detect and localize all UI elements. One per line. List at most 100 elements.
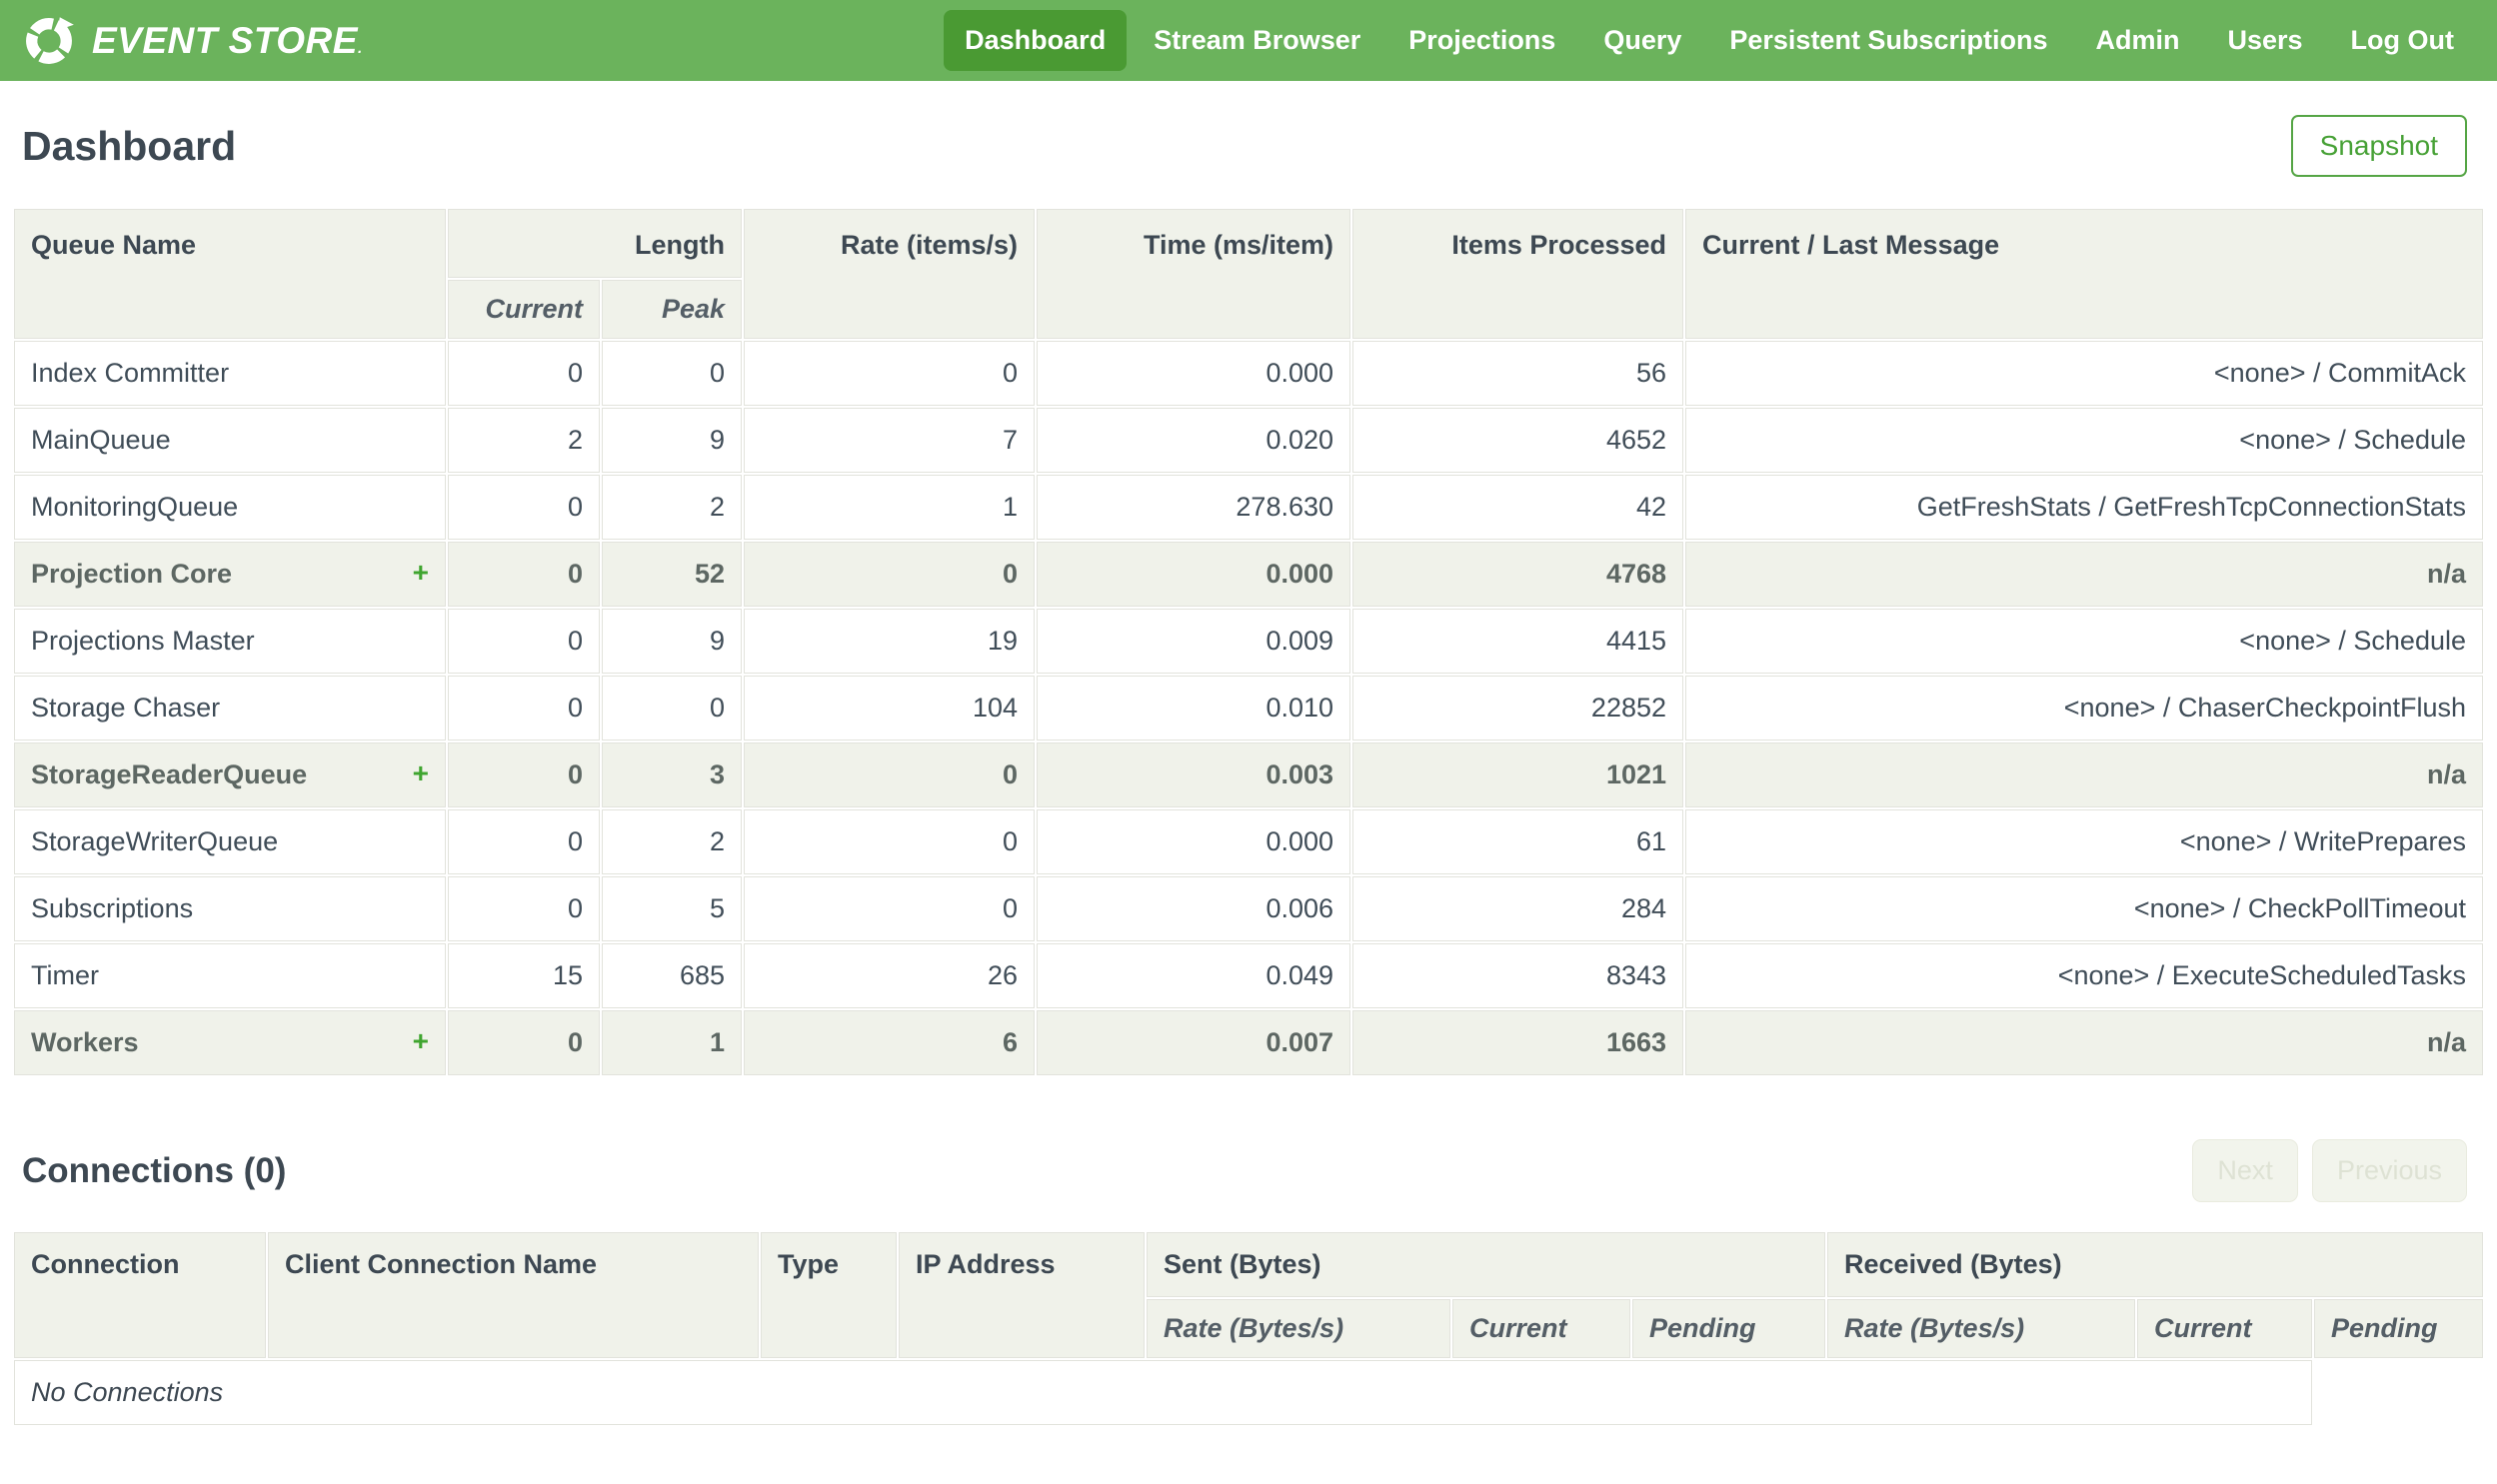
queue-name-cell: Projections Master (14, 609, 446, 674)
current-length-cell: 0 (448, 542, 600, 607)
time-cell: 0.010 (1037, 676, 1351, 741)
col-header-sent: Sent (Bytes) (1147, 1232, 1826, 1297)
message-cell: <none> / CommitAck (1685, 341, 2483, 406)
col-header-type: Type (761, 1232, 897, 1358)
col-header-queue-name: Queue Name (14, 209, 446, 339)
rate-cell: 19 (744, 609, 1036, 674)
queue-name-cell: Storage Chaser (14, 676, 446, 741)
no-connections-message: No Connections (14, 1360, 2313, 1425)
queue-name-cell: StorageReaderQueue + (14, 742, 446, 807)
peak-length-cell: 0 (602, 676, 743, 741)
expand-icon[interactable]: + (412, 557, 429, 588)
nav-item-projections[interactable]: Projections (1408, 25, 1556, 55)
queue-row: Projection Core +0 52 0 0.000 4768 n/a (14, 542, 2483, 607)
rate-cell: 0 (744, 876, 1036, 941)
message-cell: n/a (1685, 742, 2483, 807)
rate-cell: 0 (744, 809, 1036, 874)
current-length-cell: 2 (448, 408, 600, 473)
queue-name-label: Workers (31, 1027, 139, 1057)
time-cell: 278.630 (1037, 475, 1351, 540)
top-navbar: EVENT STORE. Dashboard Stream Browser Proj… (0, 0, 2497, 81)
items-processed-cell: 284 (1352, 876, 1684, 941)
current-length-cell: 0 (448, 742, 600, 807)
time-cell: 0.003 (1037, 742, 1351, 807)
nav-item-admin[interactable]: Admin (2095, 25, 2180, 55)
no-connections-row: No Connections (14, 1360, 2483, 1425)
queue-name-label: StorageWriterQueue (31, 826, 279, 856)
queue-name-cell: MonitoringQueue (14, 475, 446, 540)
nav-item-users[interactable]: Users (2227, 25, 2303, 55)
queue-name-cell: StorageWriterQueue (14, 809, 446, 874)
snapshot-button[interactable]: Snapshot (2290, 115, 2467, 177)
col-header-received-pending: Pending (2314, 1299, 2483, 1358)
queue-row: Workers +0 1 6 0.007 1663 n/a (14, 1010, 2483, 1075)
current-length-cell: 0 (448, 1010, 600, 1075)
rate-cell: 26 (744, 943, 1036, 1008)
rate-cell: 0 (744, 542, 1036, 607)
col-header-client-name: Client Connection Name (268, 1232, 759, 1358)
time-cell: 0.009 (1037, 609, 1351, 674)
queue-row: StorageReaderQueue +0 3 0 0.003 1021 n/a (14, 742, 2483, 807)
peak-length-cell: 2 (602, 809, 743, 874)
col-header-length: Length (448, 209, 743, 278)
rate-cell: 7 (744, 408, 1036, 473)
queue-row: MainQueue 2 9 7 0.020 4652 <none> / Schedule (14, 408, 2483, 473)
time-cell: 0.007 (1037, 1010, 1351, 1075)
items-processed-cell: 1021 (1352, 742, 1684, 807)
nav-item-persistent-subscriptions[interactable]: Persistent Subscriptions (1729, 25, 2048, 55)
queue-name-label: Index Committer (31, 358, 230, 388)
col-header-sent-pending: Pending (1632, 1299, 1826, 1358)
previous-button[interactable]: Previous (2311, 1139, 2467, 1202)
message-cell: <none> / Schedule (1685, 408, 2483, 473)
connections-title: Connections (0) (22, 1150, 287, 1190)
nav-items: Dashboard Stream Browser Projections Query P… (944, 10, 2475, 71)
current-length-cell: 0 (448, 809, 600, 874)
items-processed-cell: 4415 (1352, 609, 1684, 674)
queue-name-label: Subscriptions (31, 893, 194, 923)
items-processed-cell: 4768 (1352, 542, 1684, 607)
col-header-time: Time (ms/item) (1037, 209, 1351, 339)
peak-length-cell: 1 (602, 1010, 743, 1075)
col-header-rate: Rate (items/s) (744, 209, 1036, 339)
message-cell: <none> / CheckPollTimeout (1685, 876, 2483, 941)
message-cell: n/a (1685, 542, 2483, 607)
peak-length-cell: 685 (602, 943, 743, 1008)
col-header-received-rate: Rate (Bytes/s) (1827, 1299, 2136, 1358)
queue-row: StorageWriterQueue 0 2 0 0.000 61 <none> / Wri… (14, 809, 2483, 874)
col-header-sent-rate: Rate (Bytes/s) (1147, 1299, 1450, 1358)
current-length-cell: 15 (448, 943, 600, 1008)
nav-item-query[interactable]: Query (1603, 25, 1682, 55)
peak-length-cell: 0 (602, 341, 743, 406)
next-button[interactable]: Next (2192, 1139, 2298, 1202)
rate-cell: 6 (744, 1010, 1036, 1075)
items-processed-cell: 8343 (1352, 943, 1684, 1008)
items-processed-cell: 22852 (1352, 676, 1684, 741)
time-cell: 0.000 (1037, 809, 1351, 874)
peak-length-cell: 3 (602, 742, 743, 807)
items-processed-cell: 4652 (1352, 408, 1684, 473)
page-title: Dashboard (22, 122, 237, 169)
queue-name-label: Storage Chaser (31, 693, 221, 723)
queue-name-cell: Subscriptions (14, 876, 446, 941)
nav-item-dashboard[interactable]: Dashboard (944, 10, 1128, 71)
items-processed-cell: 42 (1352, 475, 1684, 540)
nav-item-stream-browser[interactable]: Stream Browser (1154, 25, 1361, 55)
brand: EVENT STORE. (22, 14, 363, 68)
time-cell: 0.020 (1037, 408, 1351, 473)
queue-name-cell: MainQueue (14, 408, 446, 473)
expand-icon[interactable]: + (412, 1025, 429, 1056)
message-cell: <none> / WritePrepares (1685, 809, 2483, 874)
event-store-logo-icon (22, 14, 76, 68)
queue-name-cell: Index Committer (14, 341, 446, 406)
col-header-sent-current: Current (1452, 1299, 1630, 1358)
current-length-cell: 0 (448, 475, 600, 540)
message-cell: n/a (1685, 1010, 2483, 1075)
queue-row: Index Committer 0 0 0 0.000 56 <none> / Commit… (14, 341, 2483, 406)
current-length-cell: 0 (448, 876, 600, 941)
peak-length-cell: 2 (602, 475, 743, 540)
time-cell: 0.006 (1037, 876, 1351, 941)
expand-icon[interactable]: + (412, 757, 429, 788)
nav-item-log-out[interactable]: Log Out (2350, 25, 2454, 55)
col-header-received-current: Current (2137, 1299, 2313, 1358)
queue-table: Queue Name Length Rate (items/s) Time (m… (12, 207, 2485, 1077)
